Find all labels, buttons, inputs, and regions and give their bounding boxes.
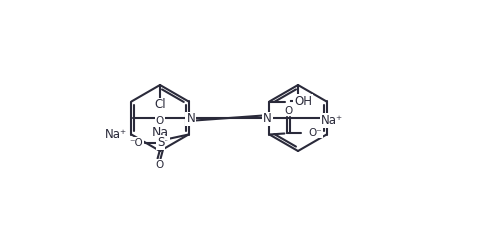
- Text: ⁻O: ⁻O: [130, 137, 143, 148]
- Text: Na⁺: Na⁺: [104, 128, 126, 141]
- Text: O: O: [156, 159, 164, 170]
- Text: S: S: [157, 136, 164, 149]
- Text: O: O: [156, 116, 164, 125]
- Text: Cl: Cl: [154, 98, 166, 112]
- Text: OH: OH: [295, 95, 312, 108]
- Text: O⁻: O⁻: [308, 128, 322, 137]
- Text: Na⁺: Na⁺: [321, 114, 343, 127]
- Text: N: N: [186, 112, 195, 125]
- Text: Na: Na: [151, 125, 169, 139]
- Text: N: N: [263, 112, 272, 125]
- Text: O: O: [285, 106, 293, 116]
